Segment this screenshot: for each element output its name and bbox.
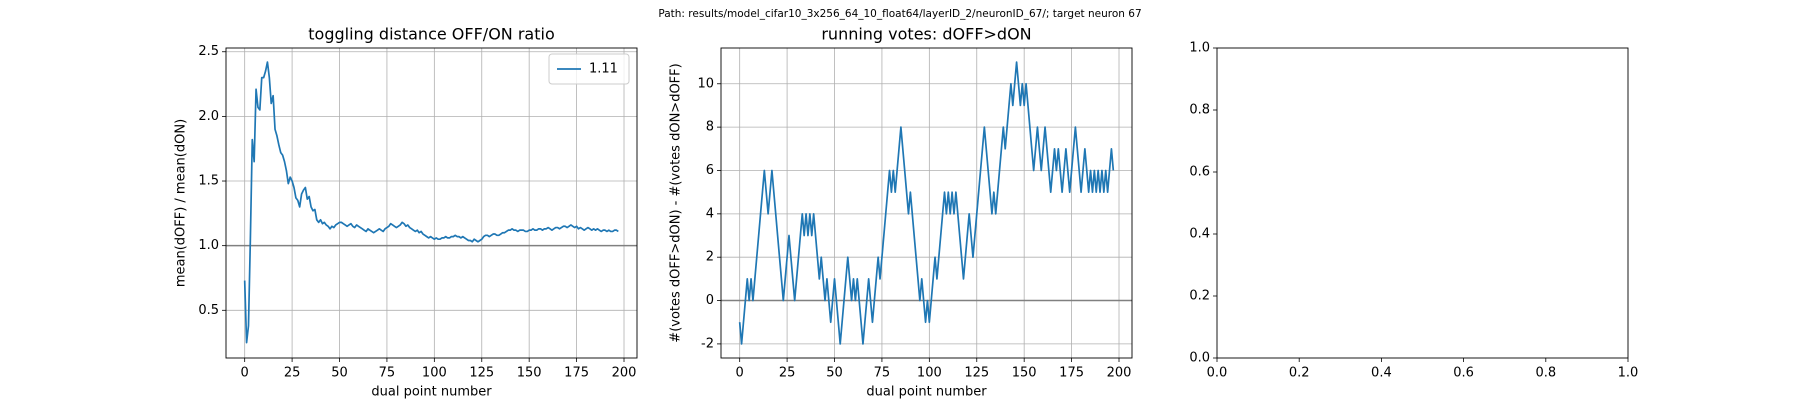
x-tick-label: 125 — [964, 366, 989, 381]
axes-frame — [225, 47, 638, 359]
axes-frame — [720, 47, 1133, 359]
y-tick-label: 0 — [706, 293, 714, 308]
x-tick-label: 150 — [1012, 366, 1037, 381]
x-tick-label: 75 — [379, 366, 396, 381]
y-axis-label: mean(dOFF) / mean(dON) — [174, 119, 189, 287]
axes-frame — [1216, 47, 1629, 359]
x-tick-label: 0 — [241, 366, 249, 381]
y-tick-label: 1.0 — [1189, 41, 1210, 56]
y-tick-label: 8 — [706, 120, 714, 135]
x-tick-label: 50 — [826, 366, 843, 381]
y-tick-label: 1.5 — [198, 174, 219, 189]
y-axis-label: #(votes dOFF>dON) - #(votes dON>dOFF) — [669, 63, 684, 342]
x-tick-label: 0.8 — [1535, 366, 1556, 381]
axes-title: running votes: dOFF>dON — [821, 25, 1031, 44]
y-tick-label: 2.0 — [198, 109, 219, 124]
y-tick-label: 2 — [706, 250, 714, 265]
x-tick-label: 200 — [612, 366, 637, 381]
y-tick-label: -2 — [701, 336, 714, 351]
x-tick-label: 175 — [564, 366, 589, 381]
y-tick-label: 0.2 — [1189, 289, 1210, 304]
x-tick-label: 25 — [284, 366, 301, 381]
legend-box — [548, 53, 630, 85]
y-tick-label: 6 — [706, 163, 714, 178]
y-tick-label: 0.8 — [1189, 103, 1210, 118]
x-axis-label: dual point number — [866, 385, 987, 400]
figure-title: Path: results/model_cifar10_3x256_64_10_… — [658, 8, 1141, 20]
x-tick-label: 100 — [917, 366, 942, 381]
data-line — [738, 61, 1115, 345]
data-line — [243, 61, 619, 344]
x-tick-label: 150 — [517, 366, 542, 381]
y-tick-label: 10 — [697, 76, 714, 91]
y-tick-label: 0.5 — [198, 303, 219, 318]
y-tick-label: 0.6 — [1189, 165, 1210, 180]
x-tick-label: 0.6 — [1453, 366, 1474, 381]
x-tick-label: 175 — [1059, 366, 1084, 381]
x-tick-label: 75 — [874, 366, 891, 381]
axes-title: toggling distance OFF/ON ratio — [308, 25, 554, 44]
y-tick-label: 4 — [706, 206, 714, 221]
x-tick-label: 50 — [331, 366, 348, 381]
x-tick-label: 125 — [469, 366, 494, 381]
x-tick-label: 0 — [736, 366, 744, 381]
y-tick-label: 0.0 — [1189, 351, 1210, 366]
x-tick-label: 0.4 — [1371, 366, 1392, 381]
y-tick-label: 2.5 — [198, 44, 219, 59]
x-tick-label: 25 — [779, 366, 796, 381]
y-tick-label: 0.4 — [1189, 227, 1210, 242]
x-tick-label: 1.0 — [1618, 366, 1639, 381]
x-tick-label: 0.0 — [1207, 366, 1228, 381]
x-tick-label: 0.2 — [1289, 366, 1310, 381]
x-tick-label: 200 — [1107, 366, 1132, 381]
legend-label: 1.11 — [589, 62, 618, 77]
x-tick-label: 100 — [422, 366, 447, 381]
y-tick-label: 1.0 — [198, 238, 219, 253]
x-axis-label: dual point number — [371, 385, 492, 400]
